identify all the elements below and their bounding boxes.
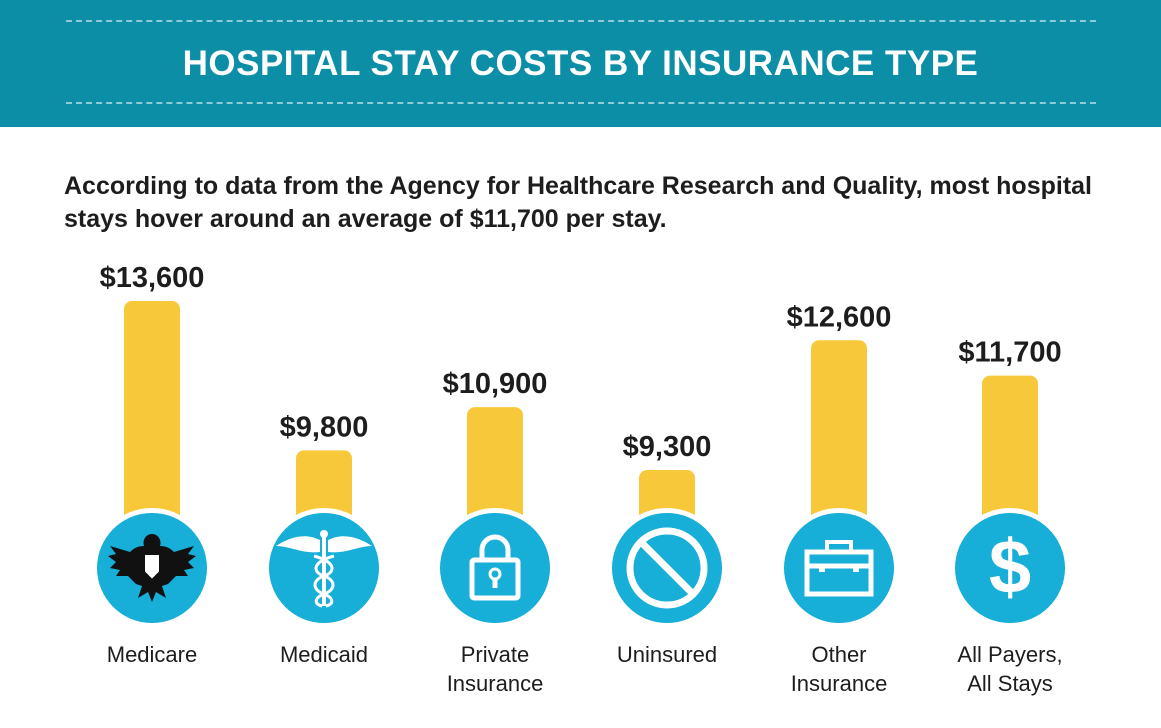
value-label: $10,900 — [443, 368, 548, 400]
category-label: Other Insurance — [744, 640, 934, 698]
category-label-line: Private — [460, 642, 530, 667]
svg-text:$: $ — [989, 525, 1031, 610]
category-label-line: Insurance — [446, 671, 544, 696]
category-label: Uninsured — [572, 640, 762, 669]
category-label-line: Medicaid — [279, 642, 369, 667]
value-label: $9,300 — [623, 431, 712, 463]
category-label-line: All Stays — [967, 671, 1053, 696]
caduceus-icon — [276, 530, 372, 608]
bar-group: $10,900 — [435, 368, 555, 628]
value-label: $13,600 — [100, 262, 205, 294]
value-label: $9,800 — [280, 411, 369, 443]
category-label-line: Insurance — [790, 671, 888, 696]
page-title: HOSPITAL STAY COSTS BY INSURANCE TYPE — [182, 44, 979, 83]
value-label: $11,700 — [958, 337, 1061, 369]
bar-group: $ $11,700 — [950, 337, 1070, 628]
icon-circle — [955, 513, 1065, 623]
bar-group: $9,800 — [264, 411, 384, 628]
prohibited-icon — [626, 527, 708, 609]
category-label: Private Insurance — [400, 640, 590, 698]
category-label: Medicare — [57, 640, 247, 669]
header-banner: HOSPITAL STAY COSTS BY INSURANCE TYPE — [0, 0, 1161, 127]
padlock-icon — [469, 534, 521, 601]
category-label-line: Medicare — [106, 642, 198, 667]
category-label-line: All Payers, — [957, 642, 1063, 667]
bar — [124, 301, 180, 568]
bar-group: $12,600 — [779, 301, 899, 628]
bar-group: $9,300 — [607, 431, 727, 628]
value-label: $12,600 — [787, 301, 892, 333]
category-label-line: Uninsured — [616, 642, 718, 667]
bottom-dashed-divider — [66, 102, 1096, 104]
bar-group: $13,600 — [92, 262, 212, 628]
category-label-line: Other — [811, 642, 867, 667]
category-label: Medicaid — [229, 640, 419, 669]
briefcase-icon — [804, 540, 874, 597]
eagle-icon — [108, 534, 196, 602]
intro-text: According to data from the Agency for He… — [64, 172, 1092, 233]
dollar-sign-icon: $ — [989, 525, 1031, 610]
top-dashed-divider — [66, 20, 1096, 22]
category-label: All Payers, All Stays — [915, 640, 1105, 698]
